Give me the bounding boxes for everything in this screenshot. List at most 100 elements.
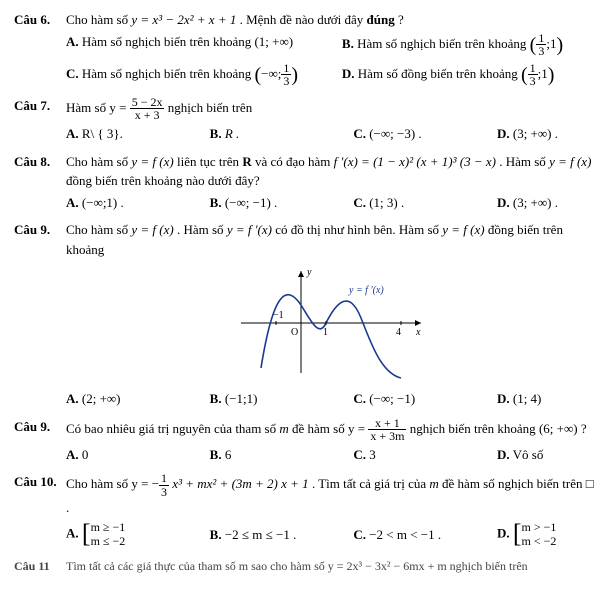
q9a-stem-b: . Hàm số: [177, 222, 227, 237]
label-a: A.: [66, 195, 79, 210]
q8-fx2: y = f (x): [549, 154, 591, 169]
label-c: C.: [353, 126, 366, 141]
q9a-stem-a: Cho hàm số: [66, 222, 131, 237]
q7-stem-b: nghịch biến trên: [168, 100, 252, 115]
q10-opt-b: B. −2 ≤ m ≤ −1 .: [210, 525, 332, 545]
q9a-a: (2; +∞): [82, 391, 121, 406]
label-a: A.: [66, 447, 79, 462]
label-d: D.: [497, 126, 510, 141]
q10-m: m: [429, 476, 438, 491]
q10-opt-a: A. [m ≥ −1m ≤ −2: [66, 520, 188, 549]
q9a-body: Cho hàm số y = f (x) . Hàm số y = f ′(x)…: [66, 220, 595, 411]
q9a-opt-d: D. (1; 4): [497, 389, 541, 409]
q7-number: Câu 7.: [14, 96, 66, 146]
q7-a: R\ { 3}.: [82, 126, 123, 141]
q6-c-den: 3: [281, 75, 291, 88]
q6-fx: y = x³ − 2x² + x + 1: [131, 12, 236, 27]
label-c: C.: [353, 195, 366, 210]
label-a: A.: [66, 391, 79, 406]
q9b-opt-c: C. 3: [353, 445, 475, 465]
q9b-int: (6; +∞): [539, 421, 578, 436]
q8-c: (1; 3) .: [369, 195, 404, 210]
label-b: B.: [210, 391, 222, 406]
label-b: B.: [210, 195, 222, 210]
label-b: B.: [210, 447, 222, 462]
q7-opt-c: C. (−∞; −3) .: [353, 124, 475, 144]
q8-stem-a: Cho hàm số: [66, 154, 131, 169]
q9a-graph: −1 O 1 4 x y y = f ′(x): [231, 263, 431, 383]
q7-b: R .: [225, 126, 239, 141]
q8-stem: Cho hàm số y = f (x) liên tục trên R và …: [66, 152, 595, 191]
question-10: Câu 10. Cho hàm số y = −13 x³ + mx² + (3…: [14, 472, 595, 550]
label-c: C.: [353, 527, 366, 542]
x-axis-label: x: [415, 327, 421, 338]
q8-fx1: y = f (x): [131, 154, 173, 169]
q10-stem: Cho hàm số y = −13 x³ + mx² + (3m + 2) x…: [66, 472, 595, 518]
q9a-fx2: y = f (x): [442, 222, 484, 237]
q7-body: Hàm số y = 5 − 2xx + 3 nghịch biến trên …: [66, 96, 595, 146]
q9a-stem-c: có đồ thị như hình bên. Hàm số: [275, 222, 442, 237]
q9a-options: A. (2; +∞) B. (−1;1) C. (−∞; −1) D. (1; …: [66, 389, 595, 411]
q10-opt-d: D. [m > −1m < −2: [497, 520, 556, 549]
q9b-stem-d: ?: [581, 421, 587, 436]
q6-c-ninf: −∞;: [261, 66, 281, 81]
label-c: C.: [353, 447, 366, 462]
q6-stem-c: ?: [398, 12, 404, 27]
q10-yeq: y = −: [131, 476, 159, 491]
q6-a-int: (1; +∞): [254, 34, 293, 49]
q7-stem: Hàm số y = 5 − 2xx + 3 nghịch biến trên: [66, 96, 595, 122]
q10-opt-c: C. −2 < m < −1 .: [353, 525, 475, 545]
q6-opt-a: A. Hàm số nghịch biến trên khoảng (1; +∞…: [66, 32, 320, 58]
q9b-options: A. 0 B. 6 C. 3 D. Vô số: [66, 445, 595, 467]
q6-c-num: 1: [281, 62, 291, 76]
q9b-stem-a: Có bao nhiêu giá trị nguyên của tham số: [66, 421, 279, 436]
q9b-opt-a: A. 0: [66, 445, 188, 465]
q10-a-r1: m ≥ −1: [91, 520, 126, 534]
q9a-opt-b: B. (−1;1): [210, 389, 332, 409]
q7-yeq: y =: [109, 100, 129, 115]
label-d: D.: [497, 525, 510, 540]
q6-number: Câu 6.: [14, 10, 66, 90]
q9b-number: Câu 9.: [14, 417, 66, 467]
label-c: C.: [66, 66, 79, 81]
q8-opt-b: B. (−∞; −1) .: [210, 193, 332, 213]
q6-b-text: Hàm số nghịch biến trên khoảng: [357, 36, 530, 51]
q6-stem-a: Cho hàm số: [66, 12, 131, 27]
q9b-stem-c: nghịch biến trên khoảng: [410, 421, 539, 436]
q8-d: (3; +∞) .: [513, 195, 558, 210]
q6-stem-b: . Mệnh đề nào dưới đây: [240, 12, 367, 27]
q9a-b: (−1;1): [225, 391, 258, 406]
q9b-body: Có bao nhiêu giá trị nguyên của tham số …: [66, 417, 595, 467]
q9a-stem: Cho hàm số y = f (x) . Hàm số y = f ′(x)…: [66, 220, 595, 259]
question-9a: Câu 9. Cho hàm số y = f (x) . Hàm số y =…: [14, 220, 595, 411]
q9a-opt-a: A. (2; +∞): [66, 389, 188, 409]
q6-d-num: 1: [528, 62, 538, 76]
q9b-b: 6: [225, 447, 232, 462]
q8-stem-b: liên tục trên: [177, 154, 242, 169]
q6-opt-c: C. Hàm số nghịch biến trên khoảng (−∞;13…: [66, 62, 320, 88]
q8-number: Câu 8.: [14, 152, 66, 215]
q9b-yeq: y =: [348, 421, 368, 436]
q9a-opt-c: C. (−∞; −1): [353, 389, 475, 409]
question-11-cutoff: Câu 11 Tìm tất cả các giá thực của tham …: [14, 557, 595, 575]
q9a-stem-d: đồng biến trên: [488, 222, 563, 237]
q10-c: −2 < m < −1 .: [369, 527, 441, 542]
q8-fprime: f ′(x) = (1 − x)² (x + 1)³ (3 − x): [334, 154, 496, 169]
q8-opt-a: A. (−∞;1) .: [66, 193, 188, 213]
q7-opt-a: A. R\ { 3}.: [66, 124, 188, 144]
q10-number: Câu 10.: [14, 472, 66, 550]
q9a-c: (−∞; −1): [369, 391, 415, 406]
curve-label: y = f ′(x): [348, 285, 384, 296]
q7-c: (−∞; −3) .: [369, 126, 421, 141]
tick-4: 4: [396, 327, 401, 338]
question-8: Câu 8. Cho hàm số y = f (x) liên tục trê…: [14, 152, 595, 215]
q9b-d: Vô số: [513, 447, 544, 462]
q8-opt-d: D. (3; +∞) .: [497, 193, 558, 213]
q9a-d: (1; 4): [513, 391, 542, 406]
q6-options-row2: C. Hàm số nghịch biến trên khoảng (−∞;13…: [66, 62, 595, 90]
q7-fbot: x + 3: [130, 109, 165, 122]
q10-fd: 3: [159, 486, 169, 499]
origin-label: O: [291, 327, 298, 338]
q7-opt-b: B. R .: [210, 124, 332, 144]
q8-body: Cho hàm số y = f (x) liên tục trên R và …: [66, 152, 595, 215]
